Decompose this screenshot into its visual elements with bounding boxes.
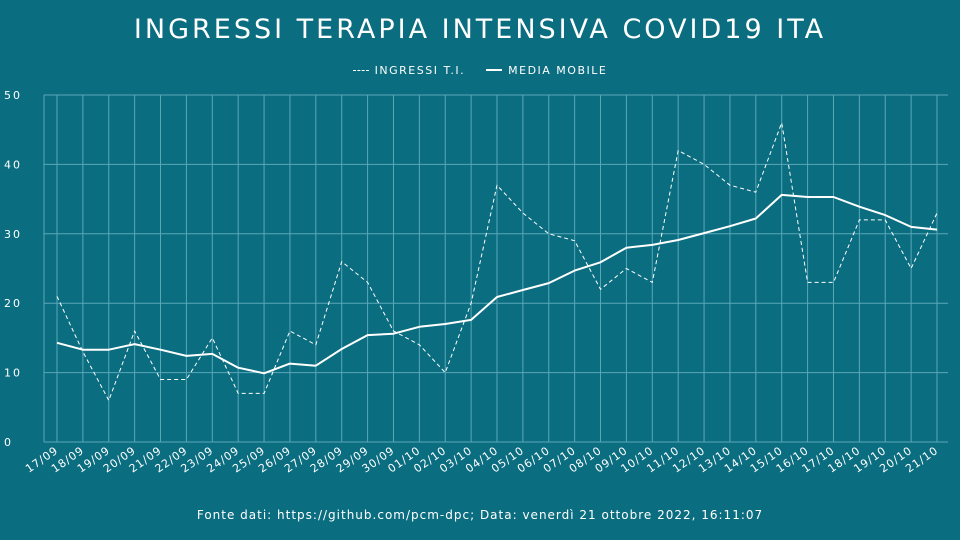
y-tick-label: 10 [4, 367, 22, 380]
axes: 0102030405017/0918/0919/0920/0921/0922/0… [4, 89, 941, 476]
series-line-media-mobile [56, 193, 938, 375]
legend-swatch-solid [486, 69, 503, 71]
grid [44, 94, 948, 443]
legend-label-media-mobile: MEDIA MOBILE [508, 63, 608, 77]
legend-swatch-dashed [352, 70, 369, 71]
legend-label-ingressi: INGRESSI T.I. [374, 64, 466, 77]
y-tick-label: 30 [4, 228, 22, 241]
footer-source: Fonte dati: https://github.com/pcm-dpc; … [196, 508, 764, 522]
y-tick-label: 40 [4, 158, 22, 171]
series-line-ingressi [56, 122, 938, 401]
legend-item-media-mobile: MEDIA MOBILE [486, 64, 607, 77]
y-tick-label: 0 [4, 436, 13, 449]
legend-item-ingressi: INGRESSI T.I. [352, 64, 466, 77]
legend: INGRESSI T.I. MEDIA MOBILE [0, 61, 960, 77]
series [56, 122, 938, 401]
chart-title: INGRESSI TERAPIA INTENSIVA COVID19 ITA [133, 14, 827, 45]
y-tick-label: 20 [4, 297, 22, 310]
y-tick-label: 50 [4, 89, 22, 102]
